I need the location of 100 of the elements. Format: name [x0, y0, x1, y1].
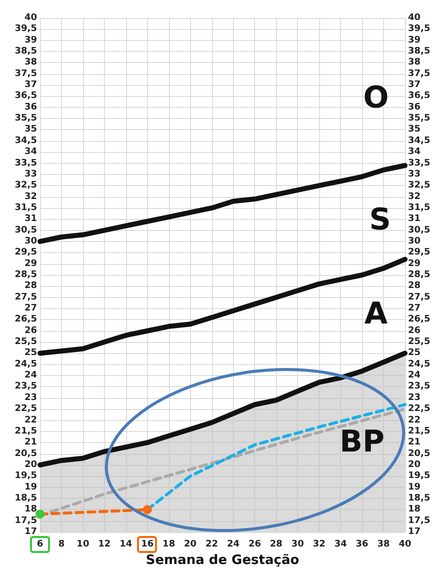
- x-tick-label: 12: [98, 540, 111, 550]
- y2-tick-label: 32: [408, 192, 421, 202]
- y-tick-label: 24: [24, 370, 37, 381]
- y2-tick-label: 25,5: [408, 337, 430, 348]
- x-tick-label: 18: [162, 540, 176, 550]
- y-tick-label: 21,5: [14, 426, 37, 436]
- annotation: S: [369, 202, 391, 238]
- y-tick-label: 32: [24, 192, 37, 202]
- y2-tick-label: 17,5: [408, 516, 430, 526]
- y2-tick-label: 21: [408, 438, 421, 448]
- y-tick-label: 34,5: [14, 136, 37, 146]
- y-tick-label: 30,5: [14, 225, 37, 236]
- y2-tick-label: 22: [408, 415, 421, 426]
- x-tick-label: 14: [120, 540, 132, 550]
- y-tick-label: 23,5: [14, 382, 37, 392]
- y2-tick-label: 27,5: [408, 292, 430, 302]
- y-tick-label: 26: [24, 326, 37, 336]
- y2-tick-label: 21,5: [408, 426, 430, 436]
- y2-tick-label: 23,5: [408, 382, 430, 392]
- y-tick-label: 22,5: [14, 404, 37, 414]
- annotation: O: [363, 80, 389, 116]
- annotation: BP: [340, 424, 384, 460]
- y2-tick-label: 28,5: [408, 270, 430, 280]
- y2-tick-label: 39,5: [408, 24, 430, 34]
- y2-tick-label: 24,5: [408, 359, 430, 370]
- x-tick-label: 6: [36, 540, 44, 550]
- y2-tick-label: 19,5: [408, 471, 430, 482]
- y-tick-label: 39: [24, 35, 37, 46]
- y-tick-label: 32,5: [14, 180, 37, 191]
- annotation: A: [364, 296, 388, 332]
- y-tick-label: 28: [24, 281, 37, 292]
- y-tick-label: 25,5: [14, 337, 37, 348]
- x-tick-label: 28: [270, 540, 282, 550]
- y-tick-label: 18,5: [14, 493, 37, 504]
- x-tick-label: 10: [76, 540, 90, 550]
- y2-tick-label: 28: [408, 281, 421, 292]
- y-tick-label: 27,5: [14, 292, 37, 302]
- y2-tick-label: 34: [408, 147, 421, 158]
- y-tick-label: 28,5: [14, 270, 37, 280]
- x-tick-label: 38: [377, 540, 390, 550]
- y2-tick-label: 26,5: [408, 314, 430, 325]
- x-tick-label: 40: [398, 540, 412, 550]
- y-tick-label: 20: [24, 460, 37, 470]
- y2-tick-label: 30: [408, 236, 421, 246]
- y-tick-label: 19: [24, 482, 37, 492]
- y-tick-label: 35,5: [14, 114, 37, 124]
- y-tick-label: 20,5: [14, 448, 37, 459]
- y2-tick-label: 20: [408, 460, 421, 470]
- y2-tick-label: 36,5: [408, 91, 430, 102]
- x-tick-label: 16: [141, 540, 154, 550]
- x-axis-title: Semana de Gestação: [146, 552, 300, 568]
- y2-tick-label: 27: [408, 304, 421, 314]
- x-tick-label: 34: [334, 540, 347, 550]
- x-tick-label: 26: [248, 540, 261, 550]
- y-tick-label: 36,5: [14, 91, 37, 102]
- y2-tick-label: 38,5: [408, 46, 430, 57]
- y-tick-label: 29: [24, 258, 37, 269]
- x-tick-label: 24: [226, 540, 240, 550]
- y-tick-label: 33: [24, 169, 37, 180]
- y-tick-label: 40: [24, 13, 37, 23]
- y2-tick-label: 35: [408, 124, 421, 135]
- y-tick-label: 30: [24, 236, 37, 246]
- y2-tick-label: 39: [408, 35, 421, 46]
- y-tick-label: 37: [24, 80, 37, 90]
- y2-tick-label: 26: [408, 326, 421, 336]
- y2-tick-label: 30,5: [408, 225, 430, 236]
- y2-tick-label: 18: [408, 504, 421, 515]
- y-tick-label: 31: [24, 214, 37, 224]
- y2-tick-label: 24: [408, 370, 421, 381]
- y2-tick-label: 31: [408, 214, 421, 224]
- y-tick-label: 25: [24, 348, 37, 358]
- y-tick-label: 33,5: [14, 158, 37, 168]
- x-tick-label: 32: [312, 540, 326, 550]
- y-tick-label: 17,5: [14, 516, 37, 526]
- y-tick-label: 39,5: [14, 24, 37, 34]
- y2-tick-label: 34,5: [408, 136, 430, 146]
- y-tick-label: 22: [24, 415, 37, 426]
- y2-tick-label: 20,5: [408, 448, 430, 459]
- x-tick-label: 36: [356, 540, 368, 550]
- y2-tick-label: 29,5: [408, 248, 430, 258]
- y2-tick-label: 22,5: [408, 404, 430, 414]
- y-tick-label: 38: [24, 58, 37, 68]
- x-tick-label: 30: [291, 540, 304, 550]
- y2-tick-label: 19: [408, 482, 421, 492]
- y-tick-label: 19,5: [14, 471, 37, 482]
- y2-tick-label: 32,5: [408, 180, 430, 191]
- y-tick-label: 38,5: [14, 46, 37, 57]
- y-tick-label: 36: [24, 102, 37, 112]
- y-tick-label: 35: [24, 124, 37, 135]
- y2-tick-label: 37,5: [408, 68, 430, 79]
- y-tick-label: 21: [24, 438, 37, 448]
- y-tick-label: 31,5: [14, 202, 37, 213]
- y2-tick-label: 36: [408, 102, 421, 112]
- y-tick-label: 37,5: [14, 68, 37, 79]
- y2-tick-label: 31,5: [408, 202, 430, 213]
- y2-tick-label: 33,5: [408, 158, 430, 168]
- x-tick-label: 22: [206, 540, 218, 550]
- y-tick-label: 18: [24, 504, 37, 515]
- y2-tick-label: 25: [408, 348, 421, 358]
- y2-tick-label: 38: [408, 58, 421, 68]
